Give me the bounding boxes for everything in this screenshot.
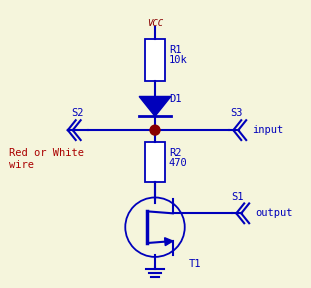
Polygon shape	[165, 238, 173, 246]
Polygon shape	[139, 96, 171, 116]
Text: S1: S1	[231, 192, 244, 202]
Text: 470: 470	[169, 158, 188, 168]
Text: S3: S3	[230, 108, 243, 118]
Text: 10k: 10k	[169, 55, 188, 65]
Text: R2: R2	[169, 148, 181, 158]
Text: wire: wire	[9, 160, 34, 170]
Text: VCC: VCC	[147, 19, 163, 28]
Text: D1: D1	[169, 94, 181, 105]
Text: Red or White: Red or White	[9, 148, 84, 158]
Bar	[145, 39, 165, 81]
Text: T1: T1	[189, 259, 201, 269]
Text: R1: R1	[169, 45, 181, 55]
Text: S2: S2	[72, 108, 84, 118]
Text: output: output	[255, 208, 293, 218]
Bar	[145, 142, 165, 182]
Text: input: input	[252, 125, 283, 135]
Circle shape	[150, 125, 160, 135]
